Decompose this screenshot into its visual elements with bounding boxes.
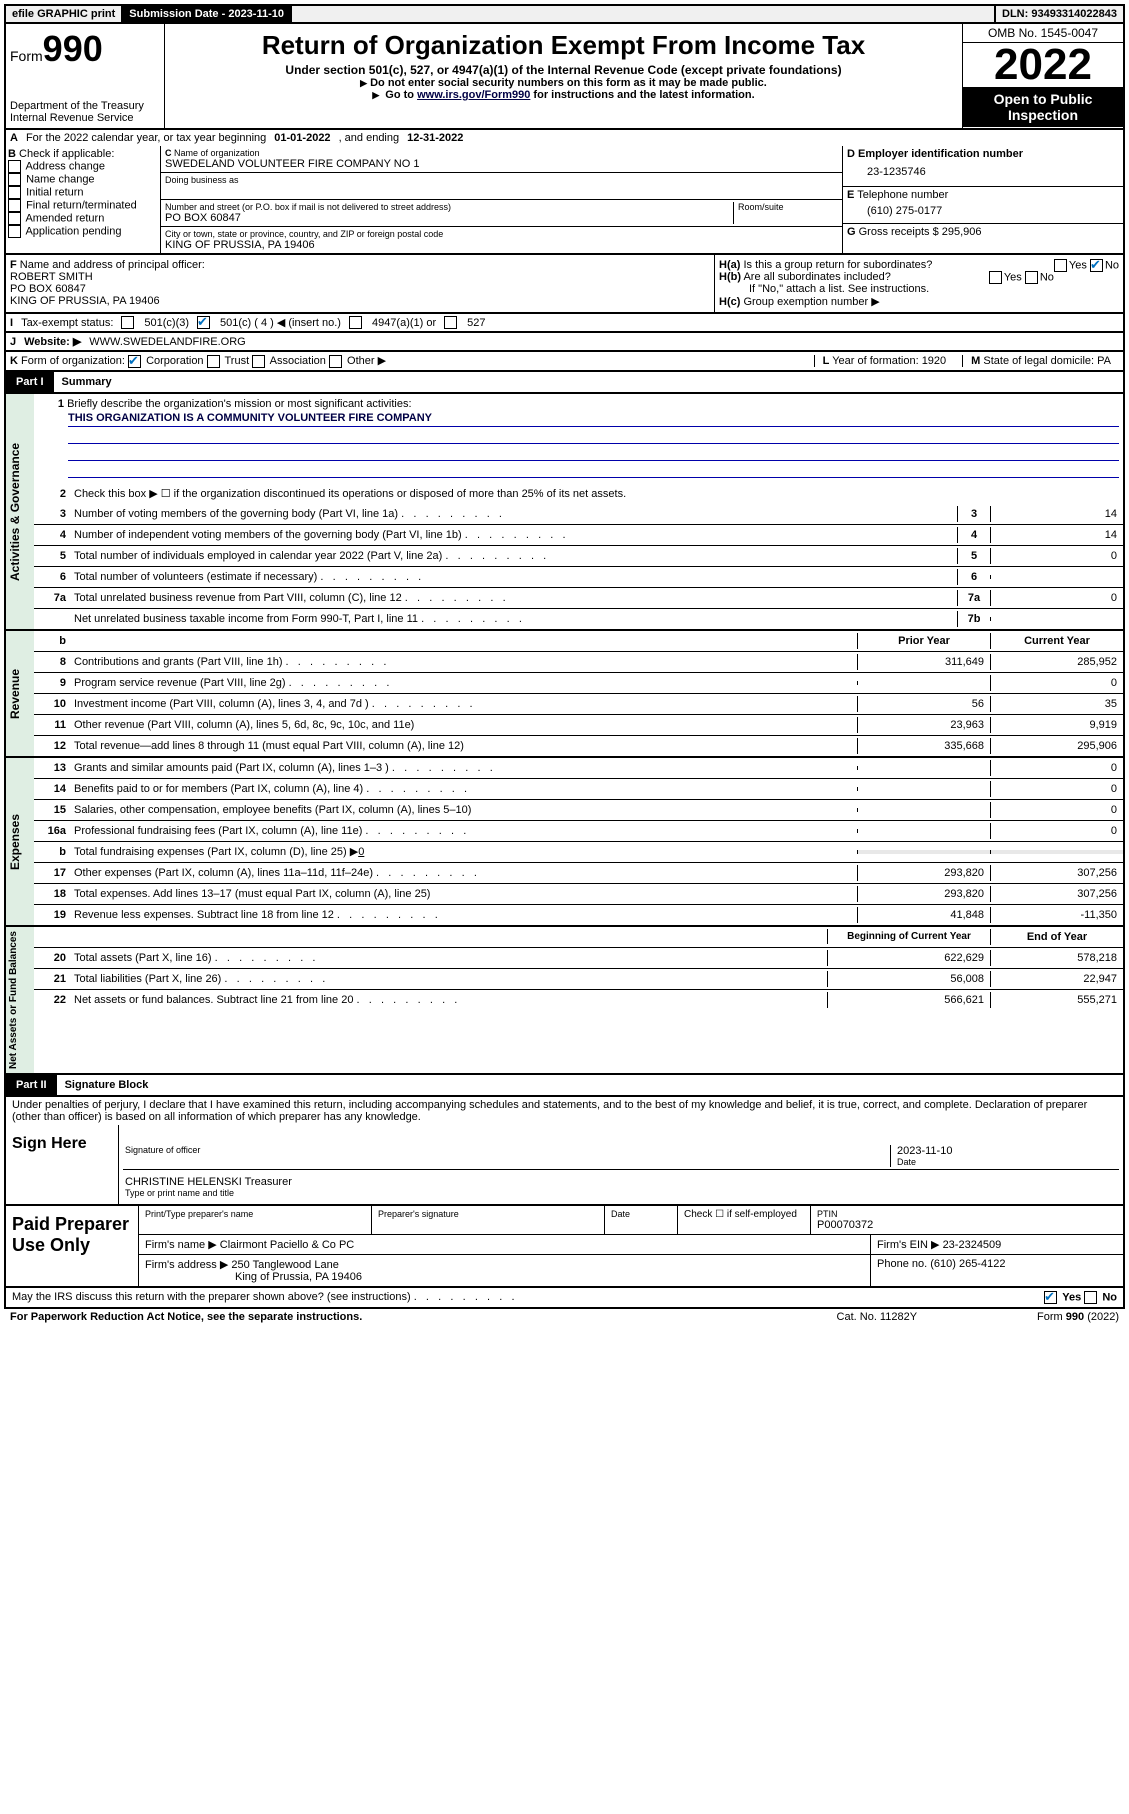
city-state-zip: KING OF PRUSSIA, PA 19406 [165,239,838,251]
col-c: C Name of organization SWEDELAND VOLUNTE… [161,146,843,253]
street-address: PO BOX 60847 [165,212,733,224]
org-name: SWEDELAND VOLUNTEER FIRE COMPANY NO 1 [165,158,838,170]
preparer-phone: (610) 265-4122 [930,1258,1005,1270]
row-klm: K Form of organization: Corporation Trus… [4,352,1125,372]
part2-header: Part II Signature Block [4,1075,1125,1097]
irs-label: Internal Revenue Service [10,112,160,124]
form-header: Form990 Department of the Treasury Inter… [4,24,1125,130]
form-subtitle-2a: Do not enter social security numbers on … [169,77,958,89]
irs-link[interactable]: www.irs.gov/Form990 [417,89,530,101]
form-number: Form990 [10,28,160,70]
tax-year-end: 12-31-2022 [407,132,463,144]
submission-date: Submission Date - 2023-11-10 [123,6,292,22]
row-a: A For the 2022 calendar year, or tax yea… [4,130,1125,146]
efile-label[interactable]: efile GRAPHIC print [6,6,123,22]
part1-expenses: Expenses 13Grants and similar amounts pa… [4,758,1125,927]
dept-treasury: Department of the Treasury [10,100,160,112]
top-bar: efile GRAPHIC print Submission Date - 20… [4,4,1125,24]
row-fh: F Name and address of principal officer:… [4,255,1125,314]
chk-app-pending[interactable] [8,225,21,238]
perjury-declaration: Under penalties of perjury, I declare th… [4,1097,1125,1125]
form-subtitle-1: Under section 501(c), 527, or 4947(a)(1)… [169,63,958,77]
chk-amended[interactable] [8,212,21,225]
form-subtitle-2b: Go to www.irs.gov/Form990 for instructio… [169,89,958,101]
chk-final-return[interactable] [8,199,21,212]
discuss-yes[interactable] [1044,1291,1057,1304]
mission-text: THIS ORGANIZATION IS A COMMUNITY VOLUNTE… [68,412,1119,427]
open-to-public: Open to Public Inspection [963,87,1123,127]
header-info-block: B Check if applicable: Address change Na… [4,146,1125,255]
footer: For Paperwork Reduction Act Notice, see … [4,1309,1125,1325]
col-b: B Check if applicable: Address change Na… [6,146,161,253]
discuss-row: May the IRS discuss this return with the… [4,1288,1125,1309]
dba-label: Doing business as [165,175,838,185]
discuss-no[interactable] [1084,1291,1097,1304]
part1-netassets: Net Assets or Fund Balances Beginning of… [4,927,1125,1075]
tax-year-begin: 01-01-2022 [274,132,330,144]
chk-address-change[interactable] [8,160,21,173]
paid-preparer-section: Paid Preparer Use Only Print/Type prepar… [4,1206,1125,1288]
officer-sig-name: CHRISTINE HELENSKI Treasurer [125,1176,292,1188]
part1-header: Part I Summary [4,372,1125,394]
col-d: D Employer identification number 23-1235… [843,146,1123,253]
website: WWW.SWEDELANDFIRE.ORG [89,336,245,348]
ptin: P00070372 [817,1219,873,1231]
officer-name: ROBERT SMITH [10,271,710,283]
ein: 23-1235746 [847,160,1119,184]
dln: DLN: 93493314022843 [994,6,1123,22]
chk-name-change[interactable] [8,173,21,186]
part1-revenue: Revenue bPrior YearCurrent Year 8Contrib… [4,631,1125,758]
form-title: Return of Organization Exempt From Incom… [169,30,958,61]
sign-here-section: Sign Here Signature of officer 2023-11-1… [4,1125,1125,1206]
row-j: J Website: ▶ WWW.SWEDELANDFIRE.ORG [4,333,1125,352]
row-i: I Tax-exempt status: 501(c)(3) 501(c) ( … [4,314,1125,333]
gross-receipts: 295,906 [942,226,982,238]
part1-activities: Activities & Governance 1 Briefly descri… [4,394,1125,631]
tax-year: 2022 [963,43,1123,87]
firm-name: Clairmont Paciello & Co PC [220,1239,355,1251]
telephone: (610) 275-0177 [847,201,1119,221]
firm-ein: 23-2324509 [943,1239,1002,1251]
chk-initial-return[interactable] [8,186,21,199]
